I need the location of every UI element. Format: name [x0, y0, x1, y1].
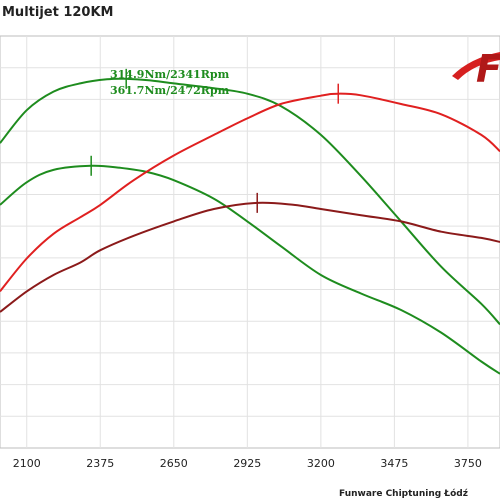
x-tick-label: 3750 — [454, 457, 482, 470]
logo: F — [452, 47, 500, 91]
logo-letter: F — [476, 47, 500, 91]
annotation-peak-2: 361.7Nm/2472Rpm — [110, 84, 230, 97]
series-line-4 — [0, 201, 500, 313]
x-tick-label: 3200 — [307, 457, 335, 470]
series-line-1 — [0, 77, 500, 326]
peak-markers — [90, 68, 339, 213]
annotation-peak-1: 314.9Nm/2341Rpm — [110, 68, 230, 81]
series-group — [0, 77, 500, 375]
grid — [0, 35, 500, 449]
x-tick-label: 2650 — [160, 457, 188, 470]
chart-title: Multijet 120KM — [2, 5, 113, 20]
plot-frame — [0, 35, 500, 449]
x-tick-labels: 2100 2375 2650 2925 3200 3475 3750 — [13, 457, 482, 470]
logo-swoosh — [452, 52, 500, 80]
x-tick-label: 2375 — [86, 457, 114, 470]
series-line-2 — [0, 164, 500, 375]
footer-credit: Funware Chiptuning Łódź — [339, 488, 468, 499]
series-line-3 — [0, 92, 500, 293]
x-tick-label: 3475 — [380, 457, 408, 470]
x-tick-label: 2925 — [233, 457, 261, 470]
x-tick-label: 2100 — [13, 457, 41, 470]
